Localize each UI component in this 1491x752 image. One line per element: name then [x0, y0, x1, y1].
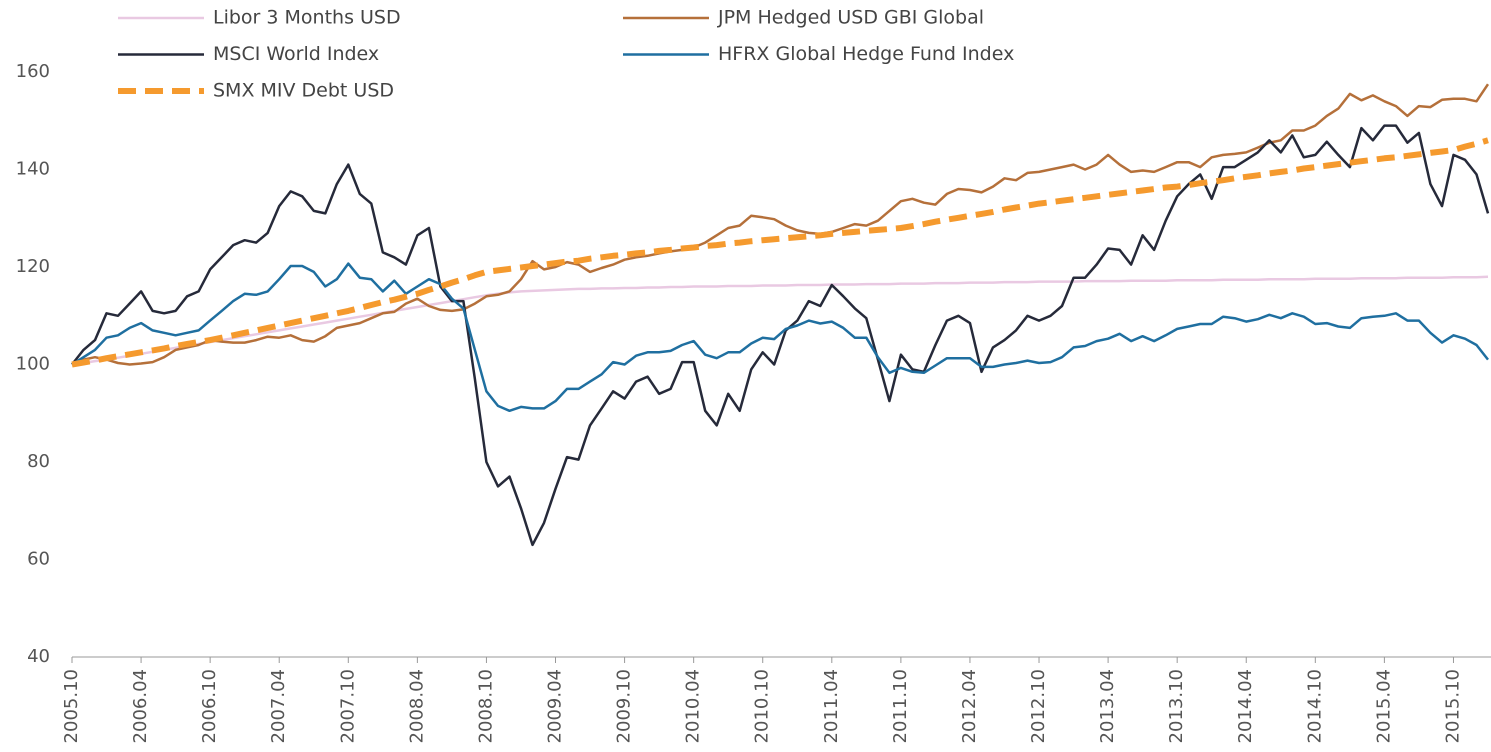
y-tick-label: 60: [27, 549, 50, 570]
series-line: [71, 83, 1490, 366]
y-tick-label: 80: [27, 451, 50, 472]
y-tick-label: 160: [16, 61, 50, 82]
x-tick-label: 2014.10: [1304, 669, 1325, 743]
x-tick-label: 2006.04: [130, 669, 151, 743]
x-tick-label: 2015.10: [1442, 669, 1463, 743]
series-line: [71, 262, 1489, 413]
x-tick-label: 2010.10: [752, 669, 773, 743]
legend-label: SMX MIV Debt USD: [213, 80, 394, 102]
series-line: [71, 124, 1490, 547]
axes: 40 60 80 100 120 140 160 2005.10 2006.04 2006.10 2…: [16, 61, 1491, 743]
legend-label: MSCI World Index: [213, 43, 379, 65]
y-tick-label: 100: [16, 354, 50, 375]
legend-label: HFRX Global Hedge Fund Index: [718, 43, 1014, 65]
x-tick-label: 2006.10: [199, 669, 220, 743]
legend: Libor 3 Months USD JPM Hedged USD GBI Glo…: [118, 7, 1014, 102]
y-tick-label: 120: [16, 256, 50, 277]
x-tick-label: 2014.04: [1235, 669, 1256, 743]
x-tick-label: 2013.10: [1166, 669, 1187, 743]
x-tick-label: 2010.04: [683, 669, 704, 743]
x-tick-label: 2015.04: [1373, 669, 1394, 743]
x-tick-label: 2011.10: [890, 669, 911, 743]
x-tick-label: 2008.10: [475, 669, 496, 743]
x-tick-label: 2009.10: [614, 669, 635, 743]
x-tick-label: 2009.04: [545, 669, 566, 743]
legend-label: JPM Hedged USD GBI Global: [717, 7, 984, 29]
x-tick-label: 2008.04: [406, 669, 427, 743]
x-tick-label: 2007.04: [268, 669, 289, 743]
x-tick-label: 2012.10: [1028, 669, 1049, 743]
x-tick-label: 2012.04: [959, 669, 980, 743]
y-tick-label: 140: [16, 159, 50, 180]
plot-area: [71, 83, 1490, 547]
x-tick-label: 2013.04: [1097, 669, 1118, 743]
x-tick-label: 2007.10: [337, 669, 358, 743]
series-line: [71, 137, 1489, 368]
series-line: [71, 275, 1489, 366]
y-tick-label: 40: [27, 646, 50, 667]
x-tick-label: 2011.04: [821, 669, 842, 743]
legend-label: Libor 3 Months USD: [213, 7, 401, 29]
x-tick-label: 2005.10: [61, 669, 82, 743]
